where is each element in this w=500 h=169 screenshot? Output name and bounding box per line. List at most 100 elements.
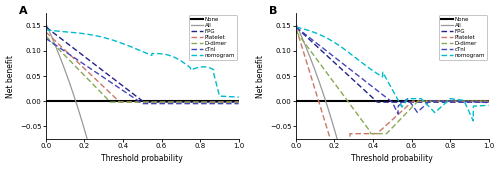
D-dimer <box>194 101 200 103</box>
Platelet <box>236 101 242 103</box>
cTnI <box>293 26 299 28</box>
nomogram <box>446 98 452 100</box>
X-axis label: Threshold probability: Threshold probability <box>352 154 433 163</box>
nomogram <box>371 70 377 73</box>
D-dimer <box>312 57 318 59</box>
Line: All: All <box>296 24 488 151</box>
Line: Platelet: Platelet <box>46 32 238 102</box>
Legend: None, All, FPG, Platelet, D-dimer, cTnI, nomogram: None, All, FPG, Platelet, D-dimer, cTnI,… <box>189 15 237 60</box>
FPG <box>141 101 147 103</box>
cTnI <box>140 103 145 105</box>
cTnI <box>197 103 203 105</box>
D-dimer <box>444 100 450 102</box>
cTnI <box>62 51 68 53</box>
All <box>446 150 452 152</box>
D-dimer <box>236 101 242 103</box>
nomogram <box>312 32 318 34</box>
D-dimer <box>293 30 299 32</box>
nomogram <box>176 58 182 60</box>
All <box>312 71 318 73</box>
All <box>426 150 432 152</box>
None <box>193 100 199 102</box>
D-dimer <box>486 100 492 102</box>
cTnI <box>176 103 182 105</box>
nomogram <box>121 43 127 45</box>
FPG <box>447 101 453 103</box>
Platelet <box>312 90 318 92</box>
D-dimer <box>128 101 134 103</box>
All <box>378 150 384 152</box>
D-dimer <box>176 101 182 103</box>
cTnI <box>486 102 492 104</box>
FPG <box>62 41 68 43</box>
All <box>193 150 199 152</box>
D-dimer <box>108 101 114 103</box>
Line: D-dimer: D-dimer <box>296 31 488 134</box>
All <box>371 150 377 152</box>
cTnI <box>312 41 318 43</box>
None <box>378 100 384 102</box>
Platelet <box>197 101 203 103</box>
cTnI <box>121 90 127 92</box>
None <box>426 100 432 102</box>
D-dimer <box>368 133 374 135</box>
nomogram <box>426 105 432 107</box>
FPG <box>128 91 134 93</box>
Line: nomogram: nomogram <box>296 27 488 121</box>
cTnI <box>43 38 49 40</box>
Line: Platelet: Platelet <box>296 28 488 169</box>
None <box>293 100 299 102</box>
FPG <box>486 101 492 103</box>
FPG <box>371 98 377 100</box>
FPG <box>121 86 127 88</box>
cTnI <box>378 92 384 94</box>
Y-axis label: Net benefit: Net benefit <box>6 55 15 98</box>
nomogram <box>378 75 384 77</box>
FPG <box>312 44 318 46</box>
Y-axis label: Net benefit: Net benefit <box>256 55 264 98</box>
None <box>128 100 134 102</box>
Platelet <box>444 100 450 102</box>
nomogram <box>486 104 492 106</box>
cTnI <box>444 100 450 102</box>
All <box>196 150 202 152</box>
Platelet <box>117 101 123 103</box>
Platelet <box>62 50 68 52</box>
None <box>121 100 127 102</box>
D-dimer <box>197 101 203 103</box>
None <box>176 100 182 102</box>
Platelet <box>176 101 182 103</box>
nomogram <box>470 120 476 122</box>
Line: cTnI: cTnI <box>46 39 238 104</box>
D-dimer <box>378 133 384 135</box>
Platelet <box>43 31 49 33</box>
nomogram <box>43 29 49 31</box>
D-dimer <box>371 133 377 135</box>
All <box>121 150 127 152</box>
None <box>43 100 49 102</box>
All <box>43 23 49 25</box>
FPG <box>374 101 380 103</box>
cTnI <box>194 103 200 105</box>
All <box>62 71 68 73</box>
Platelet <box>378 129 384 131</box>
D-dimer <box>447 100 453 102</box>
None <box>62 100 68 102</box>
None <box>486 100 492 102</box>
FPG <box>194 101 200 103</box>
FPG <box>197 101 203 103</box>
FPG <box>43 26 49 28</box>
Line: nomogram: nomogram <box>46 30 238 97</box>
FPG <box>378 101 384 103</box>
Line: D-dimer: D-dimer <box>46 36 238 102</box>
Line: cTnI: cTnI <box>296 27 488 114</box>
Platelet <box>447 100 453 102</box>
Line: FPG: FPG <box>46 27 238 102</box>
Platelet <box>486 100 492 102</box>
cTnI <box>426 101 432 103</box>
FPG <box>176 101 182 103</box>
Platelet <box>128 101 134 103</box>
All <box>176 150 182 152</box>
All <box>293 23 299 25</box>
FPG <box>444 101 450 103</box>
